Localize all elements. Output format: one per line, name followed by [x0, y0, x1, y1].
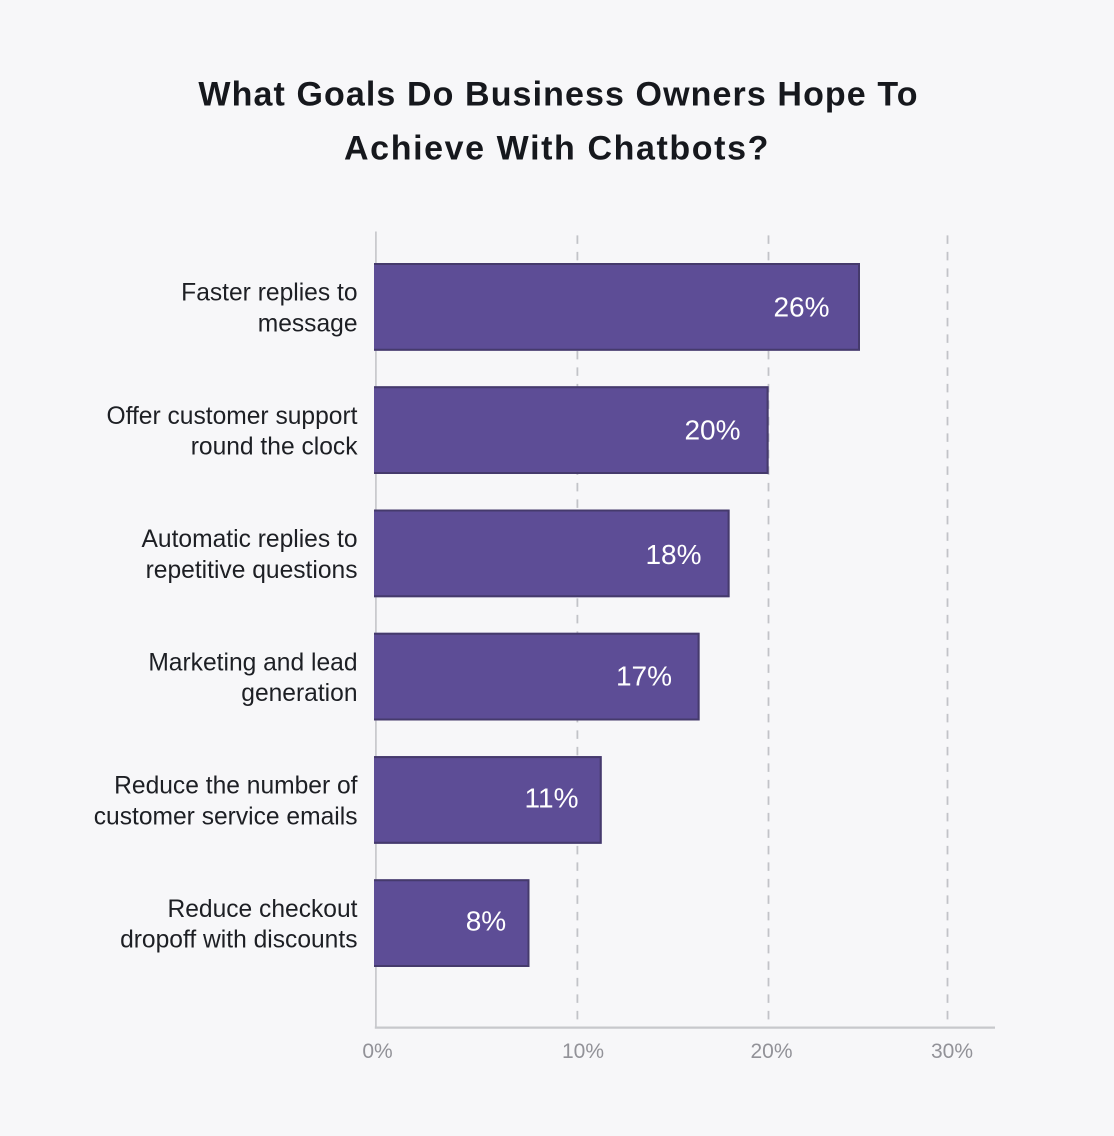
svg-text:Reduce checkout: Reduce checkout	[167, 896, 357, 923]
svg-text:18%: 18%	[645, 539, 701, 570]
svg-text:Offer customer support: Offer customer support	[106, 403, 357, 430]
svg-text:26%: 26%	[773, 291, 829, 322]
svg-text:8%: 8%	[466, 905, 506, 936]
svg-text:20%: 20%	[750, 1040, 792, 1063]
svg-text:0%: 0%	[362, 1040, 392, 1063]
svg-text:round the clock: round the clock	[191, 434, 358, 461]
svg-text:Faster replies to: Faster replies to	[181, 280, 357, 307]
svg-text:20%: 20%	[684, 415, 740, 446]
svg-text:17%: 17%	[616, 661, 672, 692]
svg-text:Automatic replies to: Automatic replies to	[142, 526, 358, 553]
svg-text:10%: 10%	[562, 1040, 604, 1063]
svg-text:Achieve With Chatbots?: Achieve With Chatbots?	[344, 130, 770, 168]
svg-text:message: message	[258, 310, 358, 337]
svg-text:Reduce the number of: Reduce the number of	[114, 773, 358, 800]
svg-text:30%: 30%	[931, 1040, 973, 1063]
svg-text:Marketing and lead: Marketing and lead	[148, 649, 357, 676]
svg-text:customer service emails: customer service emails	[94, 804, 358, 831]
svg-text:repetitive questions: repetitive questions	[146, 557, 358, 584]
svg-text:What Goals Do Business Owners: What Goals Do Business Owners Hope To	[198, 76, 918, 114]
svg-text:11%: 11%	[525, 783, 579, 814]
svg-text:generation: generation	[241, 680, 357, 707]
svg-text:dropoff with discounts: dropoff with discounts	[120, 927, 357, 954]
